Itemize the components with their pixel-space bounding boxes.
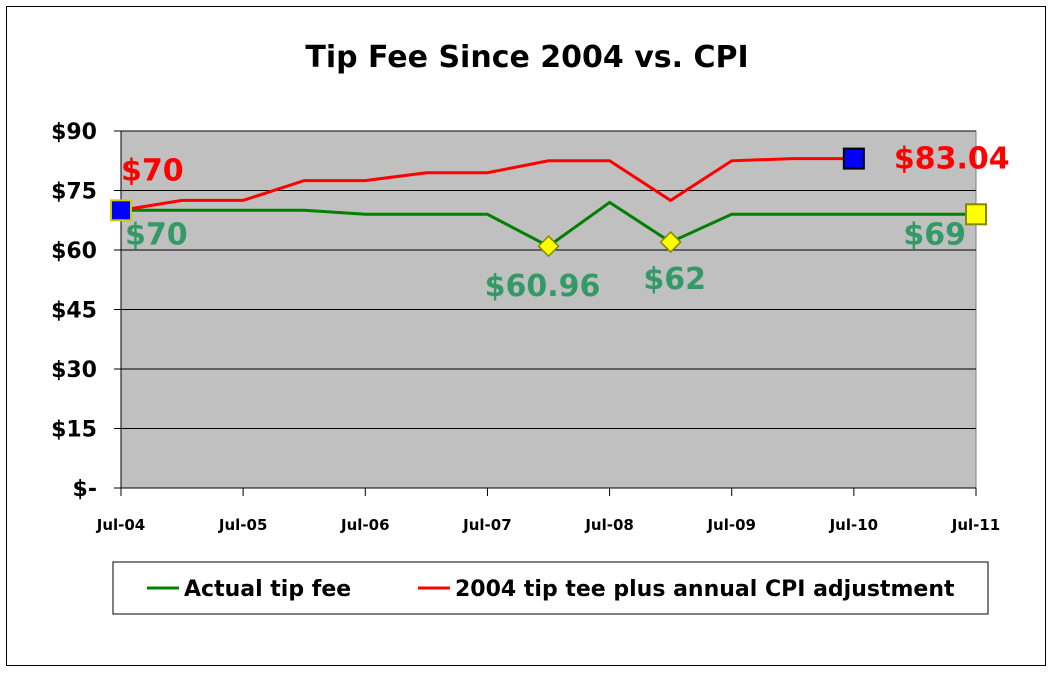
axes: $- $15 $30 $45 $60 $75 $90 Jul-04 Jul-05 Jul-06 Ju…	[51, 120, 1000, 534]
chart-frame: Tip Fee Since 2004 vs. CPI $- $15 $30 $45 $6…	[6, 6, 1046, 666]
x-tick-label: Jul-06	[340, 516, 390, 534]
y-tick-label: $60	[51, 239, 97, 264]
data-label: $60.96	[485, 269, 601, 304]
x-tick-label: Jul-04	[96, 516, 146, 534]
x-tick-label: Jul-10	[829, 516, 879, 534]
data-label: $83.04	[894, 142, 1010, 177]
y-tick-label: $-	[73, 477, 97, 502]
gridlines	[121, 130, 976, 429]
x-tick-label: Jul-09	[706, 516, 756, 534]
chart-title: Tip Fee Since 2004 vs. CPI	[305, 40, 748, 75]
data-labels: $70 $83.04 $70 $60.96 $62 $69	[121, 142, 1010, 305]
line-chart: Tip Fee Since 2004 vs. CPI $- $15 $30 $45 $6…	[51, 40, 1010, 615]
y-tick-label: $45	[51, 299, 97, 324]
legend-box	[112, 561, 989, 615]
x-tick-label: Jul-07	[462, 516, 512, 534]
x-tick-label: Jul-08	[584, 516, 634, 534]
data-point-marker	[842, 147, 865, 170]
data-label: $69	[903, 217, 966, 252]
data-point-marker	[110, 199, 132, 222]
y-tick-label: $90	[51, 120, 97, 145]
legend: Actual tip fee 2004 tip tee plus annual …	[112, 561, 989, 615]
data-markers	[110, 147, 987, 258]
data-label: $62	[643, 262, 706, 297]
data-label: $70	[125, 217, 188, 252]
legend-label-cpi-adjustment: 2004 tip tee plus annual CPI adjustment	[455, 577, 955, 602]
y-tick-label: $75	[51, 180, 97, 205]
data-point-marker	[537, 235, 560, 258]
x-tick-label: Jul-05	[218, 516, 268, 534]
series-line-2004-tip-tee-plus-annual-cpi-adjustment	[120, 157, 854, 212]
y-tick-label: $15	[51, 418, 97, 443]
data-point-marker	[659, 231, 682, 254]
legend-label-actual-tip-fee: Actual tip fee	[184, 577, 351, 602]
data-point-marker	[965, 203, 987, 226]
y-tick-label: $30	[51, 358, 97, 383]
x-tick-label: Jul-11	[951, 516, 1001, 534]
data-label: $70	[121, 153, 184, 188]
